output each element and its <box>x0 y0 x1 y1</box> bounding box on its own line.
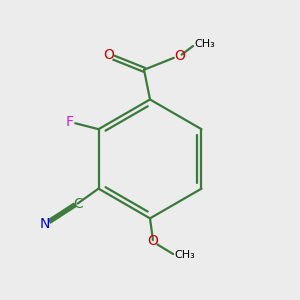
Text: O: O <box>174 49 185 63</box>
Text: F: F <box>65 116 74 129</box>
Text: N: N <box>40 217 50 231</box>
Text: C: C <box>73 196 82 211</box>
Text: CH₃: CH₃ <box>174 250 195 260</box>
Text: O: O <box>103 49 114 62</box>
Text: O: O <box>148 234 158 248</box>
Text: CH₃: CH₃ <box>194 40 215 50</box>
